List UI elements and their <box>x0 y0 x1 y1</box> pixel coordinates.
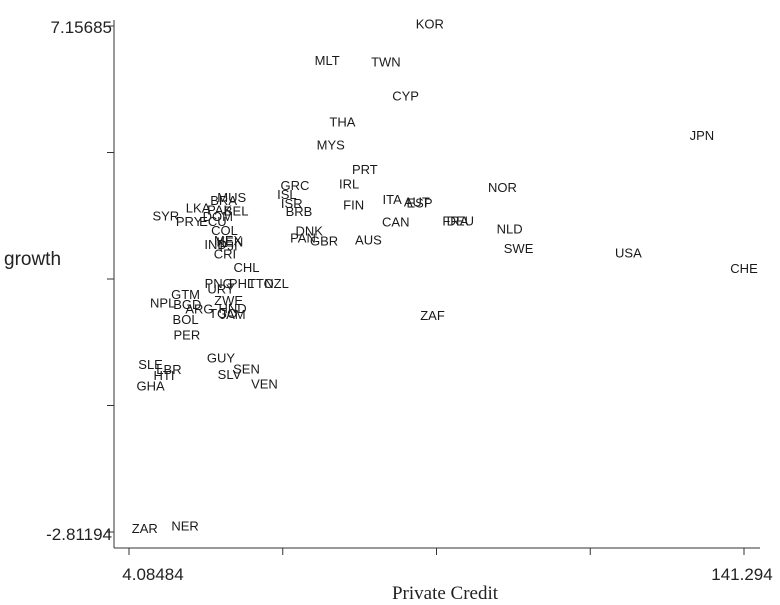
x-tick-label-max: 141.294 <box>711 565 772 584</box>
y-axis-label: growth <box>4 249 61 270</box>
point-ury: URY <box>207 282 235 297</box>
point-hti: HTI <box>154 368 175 383</box>
point-twn: TWN <box>371 54 401 69</box>
point-brb: BRB <box>286 204 313 219</box>
point-jam: JAM <box>220 307 246 322</box>
point-per: PER <box>174 327 201 342</box>
point-can: CAN <box>382 215 409 230</box>
x-axis-label: Private Credit <box>392 583 499 604</box>
x-tick-label-min: 4.08484 <box>122 565 183 584</box>
point-fji: FJI <box>220 239 238 254</box>
x-axis-ticks <box>128 548 745 555</box>
y-tick-label-min: -2.81194 <box>46 525 112 544</box>
point-deu: DEU <box>447 214 474 229</box>
point-pak: PAK <box>207 203 232 218</box>
point-mys: MYS <box>317 138 346 153</box>
point-sen: SEN <box>233 361 260 376</box>
point-bgd: BGD <box>173 297 201 312</box>
point-zar: ZAR <box>132 521 158 536</box>
point-pry: PRY <box>176 214 203 229</box>
point-prt: PRT <box>352 162 378 177</box>
point-tto: TTO <box>248 276 274 291</box>
point-gha: GHA <box>136 379 165 394</box>
point-mex: MEX <box>214 233 243 248</box>
point-usa: USA <box>615 246 642 261</box>
point-mlt: MLT <box>315 53 340 68</box>
point-tgo: TGO <box>209 306 237 321</box>
point-ken: KEN <box>217 235 244 250</box>
point-nzl: NZL <box>264 276 289 291</box>
point-bel: BEL <box>224 204 249 219</box>
point-ind: IND <box>204 237 226 252</box>
point-guy: GUY <box>207 350 236 365</box>
point-zaf: ZAF <box>420 308 445 323</box>
point-mus: MUS <box>217 190 246 205</box>
point-nld: NLD <box>497 221 523 236</box>
point-dnk: DNK <box>296 223 324 238</box>
point-col: COL <box>211 223 238 238</box>
point-grc: GRC <box>280 178 309 193</box>
point-bol: BOL <box>173 312 199 327</box>
point-aut: AUT <box>404 194 430 209</box>
point-ecu: ECU <box>199 214 226 229</box>
point-npl: NPL <box>150 295 175 310</box>
point-fin: FIN <box>343 197 364 212</box>
point-phl: PHL <box>229 276 254 291</box>
point-pan: PAN <box>290 230 316 245</box>
point-hnd: HND <box>219 301 247 316</box>
point-tha: THA <box>329 115 355 130</box>
point-ven: VEN <box>251 377 278 392</box>
point-png: PNG <box>205 276 233 291</box>
point-aus: AUS <box>355 232 382 247</box>
point-irl: IRL <box>339 177 359 192</box>
y-tick-label-max: 7.15685 <box>51 18 112 37</box>
point-syr: SYR <box>152 209 179 224</box>
point-cyp: CYP <box>392 88 419 103</box>
point-swe: SWE <box>504 241 534 256</box>
point-lka: LKA <box>186 201 211 216</box>
point-jpn: JPN <box>690 128 715 143</box>
point-ner: NER <box>171 518 198 533</box>
point-che: CHE <box>730 261 758 276</box>
point-isr: ISR <box>281 196 303 211</box>
point-sle: SLE <box>138 357 163 372</box>
point-cri: CRI <box>214 247 236 262</box>
point-lbr: LBR <box>156 362 181 377</box>
point-dom: DOM <box>203 209 233 224</box>
point-bra: BRA <box>210 193 237 208</box>
point-fra: FRA <box>442 214 468 229</box>
y-axis-ticks <box>107 25 114 533</box>
x-axis: 4.08484 141.294 Private Credit <box>114 547 773 604</box>
point-isl: ISL <box>277 187 297 202</box>
point-arg: ARG <box>185 302 213 317</box>
point-esp: ESP <box>407 195 433 210</box>
point-gtm: GTM <box>171 287 200 302</box>
point-slv: SLV <box>218 367 242 382</box>
point-kor: KOR <box>416 16 444 31</box>
point-nor: NOR <box>488 180 517 195</box>
y-axis: 7.15685 -2.81194 growth <box>4 18 115 548</box>
point-zwe: ZWE <box>214 293 243 308</box>
point-chl: CHL <box>233 260 259 275</box>
point-ita: ITA <box>383 192 403 207</box>
point-gbr: GBR <box>310 234 338 249</box>
